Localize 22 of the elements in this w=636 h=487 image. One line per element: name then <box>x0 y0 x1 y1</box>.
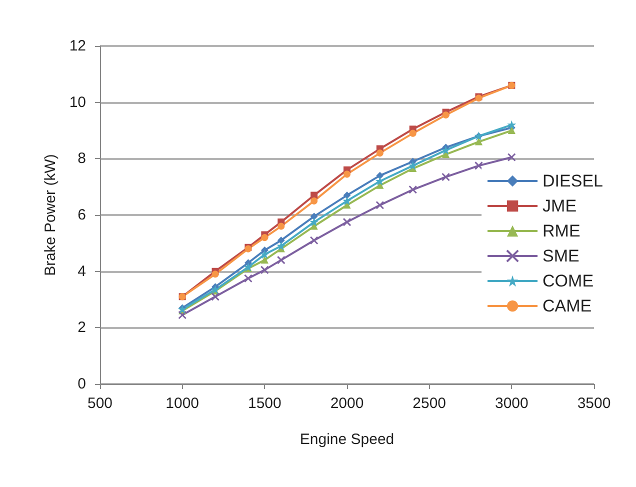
y-axis-title: Brake Power (kW) <box>42 154 59 276</box>
x-tick-label: 3500 <box>577 395 611 412</box>
y-tick-label: 12 <box>69 38 86 54</box>
y-tick-label: 8 <box>78 150 86 168</box>
legend-label: COME <box>542 272 594 290</box>
y-tick-label: 6 <box>78 206 86 224</box>
legend-label: JME <box>542 196 577 216</box>
legend-label: SME <box>542 246 580 266</box>
x-tick-label: 500 <box>87 395 113 412</box>
legend-label: DIESEL <box>542 172 604 190</box>
legend-label: RME <box>542 222 580 240</box>
x-axis-title: Engine Speed <box>300 431 394 448</box>
y-tick-label: 0 <box>78 376 86 392</box>
legend-label: CAME <box>542 296 592 316</box>
y-tick-label: 10 <box>69 94 86 111</box>
x-tick-label: 2000 <box>330 395 364 412</box>
y-tick-label: 2 <box>78 319 86 336</box>
x-tick-label: 2500 <box>412 395 446 412</box>
y-tick-label: 4 <box>78 262 86 280</box>
x-tick-label: 1000 <box>166 395 200 412</box>
x-tick-label: 1500 <box>248 395 282 412</box>
x-tick-label: 3000 <box>494 395 528 412</box>
